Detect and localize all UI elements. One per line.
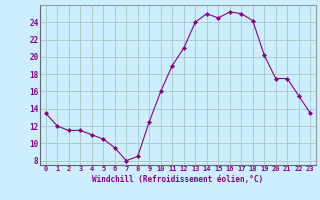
X-axis label: Windchill (Refroidissement éolien,°C): Windchill (Refroidissement éolien,°C) xyxy=(92,175,264,184)
